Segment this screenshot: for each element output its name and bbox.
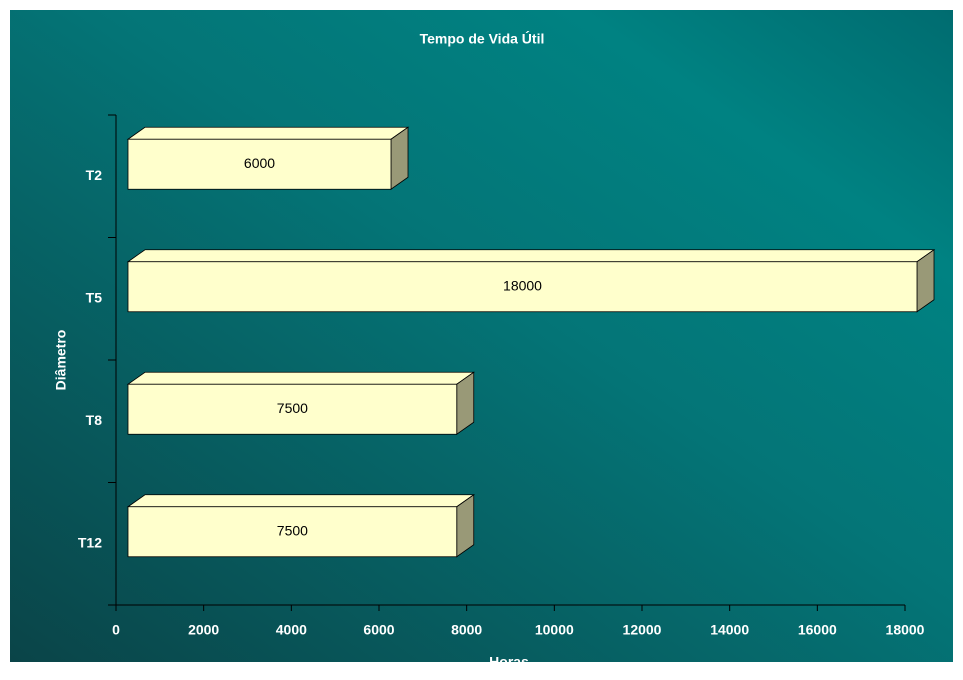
- data-label: 7500: [277, 400, 308, 416]
- y-axis-label: Diâmetro: [53, 330, 69, 391]
- bar-top: [126, 126, 410, 140]
- data-label: 18000: [503, 277, 542, 293]
- x-axis-label: Horas: [489, 654, 529, 670]
- bar-top: [126, 371, 476, 385]
- data-label: 7500: [277, 522, 308, 538]
- bar: [127, 383, 458, 435]
- bar-top: [126, 249, 936, 263]
- chart-background: [10, 10, 953, 662]
- x-tick-label: 18000: [886, 622, 925, 638]
- bar: [127, 261, 918, 313]
- bar: [127, 138, 392, 190]
- y-tick-label: T8: [86, 412, 103, 428]
- x-tick-label: 12000: [623, 622, 662, 638]
- x-tick-label: 2000: [188, 622, 219, 638]
- x-tick-label: 14000: [710, 622, 749, 638]
- y-tick-label: T5: [86, 289, 103, 305]
- x-tick-label: 10000: [535, 622, 574, 638]
- x-tick-label: 8000: [451, 622, 482, 638]
- bar: [127, 506, 458, 558]
- y-tick-label: T12: [78, 534, 102, 550]
- x-tick-label: 6000: [363, 622, 394, 638]
- chart-title: Tempo de Vida Útil: [420, 30, 545, 47]
- x-tick-label: 16000: [798, 622, 837, 638]
- data-label: 6000: [244, 155, 275, 171]
- y-tick-label: T2: [86, 167, 103, 183]
- bar-top: [126, 494, 476, 508]
- x-tick-label: 0: [112, 622, 120, 638]
- x-tick-label: 4000: [276, 622, 307, 638]
